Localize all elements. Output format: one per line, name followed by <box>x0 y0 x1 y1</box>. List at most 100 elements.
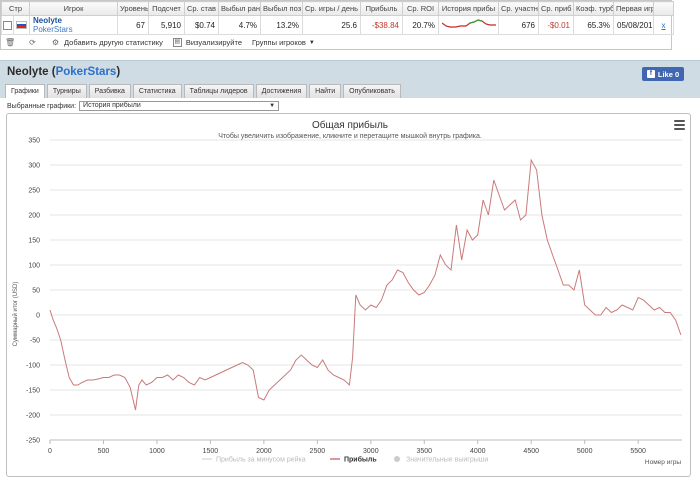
col-header-early-out[interactable]: Выбыл ран <box>218 1 261 16</box>
delete-button[interactable]: 🗑 <box>5 38 18 47</box>
player-groups-label: Группы игроков <box>252 38 306 47</box>
y-tick-label: 100 <box>28 263 40 270</box>
avg-profit-cell: -$0.01 <box>538 15 574 35</box>
russia-flag-icon <box>16 21 27 30</box>
legend-label: Прибыль <box>344 456 377 464</box>
early-out-cell: 4.7% <box>218 15 261 35</box>
x-tick-label: 500 <box>98 448 110 455</box>
player-name-link[interactable]: Neolyte <box>33 16 62 26</box>
y-tick-label: 350 <box>28 138 40 145</box>
y-tick-label: 200 <box>28 213 40 220</box>
y-tick-label: 0 <box>36 313 40 320</box>
chart-icon: ▤ <box>172 38 182 47</box>
add-stat-label: Добавить другую статистику <box>64 38 163 47</box>
col-header-player[interactable]: Игрок <box>29 1 118 16</box>
remove-cell[interactable]: x <box>653 15 674 35</box>
player-cell[interactable]: Neolyte PokerStars <box>29 15 118 35</box>
facebook-icon: f <box>646 70 655 78</box>
legend-label: Значительные выигрыши <box>406 457 488 464</box>
profit-cell: -$38.84 <box>360 15 403 35</box>
x-tick-label: 4000 <box>470 448 486 455</box>
col-header-first-game[interactable]: Первая игр <box>613 1 654 16</box>
menu-bar <box>674 128 685 130</box>
tab-breakdown[interactable]: Разбивка <box>88 84 131 98</box>
col-header-avg-stake[interactable]: Ср. став <box>184 1 219 16</box>
tab-graphs[interactable]: Графики <box>5 84 45 98</box>
x-tick-label: 1500 <box>203 448 219 455</box>
legend-marker <box>394 456 400 462</box>
x-tick-label: 5000 <box>577 448 593 455</box>
tab-publish[interactable]: Опубликовать <box>343 84 401 98</box>
remove-row-link[interactable]: x <box>661 20 666 30</box>
col-header-remove <box>653 1 674 16</box>
x-tick-label: 2500 <box>310 448 326 455</box>
chart-grid <box>50 139 682 441</box>
tab-statistics[interactable]: Статистика <box>132 84 182 98</box>
series-line-profit <box>49 158 682 411</box>
col-header-profit[interactable]: Прибыль <box>360 1 403 16</box>
col-header-late-out[interactable]: Выбыл поз <box>260 1 303 16</box>
player-stats-panel: Стр Игрок Уровень Подсчет Ср. став Выбыл… <box>0 0 674 50</box>
x-tick-label: 4500 <box>523 448 539 455</box>
graph-selector-row: Выбранные графики: История прибыли ▼ <box>7 101 280 111</box>
profit-history-cell <box>438 15 499 35</box>
col-header-avg-entrants[interactable]: Ср. участн <box>498 1 539 16</box>
col-header-roi[interactable]: Ср. ROI <box>402 1 439 16</box>
row-checkbox[interactable] <box>3 20 12 30</box>
x-tick-label: 0 <box>48 448 52 455</box>
x-tick-label: 3500 <box>416 448 432 455</box>
trash-icon: 🗑 <box>5 38 16 47</box>
level-cell: 67 <box>117 15 149 35</box>
profit-chart-panel[interactable]: -250 -200 -150 -100 -50 0 50 100 150 200 250 300 350… <box>6 113 691 477</box>
page-title-site[interactable]: PokerStars <box>55 66 117 78</box>
col-header-level[interactable]: Уровень <box>117 1 149 16</box>
sparkline-line-green <box>469 19 483 24</box>
col-header-turbo-ratio[interactable]: Коэф. турб <box>573 1 614 16</box>
x-axis-ticks: 0 500 1000 1500 2000 2500 3000 3500 4000 4500 5000… <box>48 440 646 455</box>
tab-leaderboards[interactable]: Таблицы лидеров <box>183 84 254 98</box>
settings-icon: ⚙ <box>51 38 60 47</box>
y-tick-label: 50 <box>32 288 40 295</box>
x-tick-label: 5500 <box>630 448 646 455</box>
tabs-bar: Графики Турниры Разбивка Статистика Табл… <box>0 84 700 98</box>
col-header-count[interactable]: Подсчет <box>148 1 185 16</box>
col-header-country[interactable]: Стр <box>1 1 30 16</box>
y-tick-label: 150 <box>28 238 40 245</box>
tab-achievements[interactable]: Достижения <box>255 84 308 98</box>
player-header: Neolyte (PokerStars) f Like 0 <box>0 60 700 84</box>
refresh-icon: ⟳ <box>29 38 36 47</box>
legend-label: Прибыль за минусом рейка <box>216 456 306 464</box>
visualize-button[interactable]: ▤ Визуализируйте <box>172 38 242 47</box>
tab-tournaments[interactable]: Турниры <box>46 84 87 98</box>
graph-select[interactable]: История прибыли ▼ <box>79 101 280 111</box>
x-axis-label: Номер игры <box>645 459 681 466</box>
avg-stake-cell: $0.74 <box>184 15 219 35</box>
row-select-cell[interactable] <box>1 15 14 35</box>
avg-entrants-cell: 676 <box>498 15 539 35</box>
chart-subtitle: Чтобы увеличить изображение, кликните и … <box>218 132 482 140</box>
col-header-games-per-day[interactable]: Ср. игры / день <box>302 1 361 16</box>
page-title-player: Neolyte <box>7 66 49 78</box>
col-header-profit-history[interactable]: История прибы <box>438 1 499 16</box>
add-stat-button[interactable]: ⚙ Добавить другую статистику <box>51 38 163 47</box>
tab-find[interactable]: Найти <box>309 84 342 98</box>
profit-chart[interactable]: -250 -200 -150 -100 -50 0 50 100 150 200 250 300 350… <box>7 114 691 477</box>
y-axis-label: Суммарный итог (USD) <box>12 282 19 347</box>
facebook-like-button[interactable]: f Like 0 <box>642 67 684 81</box>
player-stats-table: Стр Игрок Уровень Подсчет Ср. став Выбыл… <box>1 1 674 35</box>
y-axis-ticks: -250 -200 -150 -100 -50 0 50 100 150 200 250 300 350 <box>26 138 40 445</box>
y-tick-label: 300 <box>28 163 40 170</box>
x-tick-label: 3000 <box>363 448 379 455</box>
roi-cell: 20.7% <box>402 15 439 35</box>
x-tick-label: 2000 <box>256 448 272 455</box>
chart-title: Общая прибыль <box>312 119 388 131</box>
y-tick-label: -100 <box>26 363 40 370</box>
y-tick-label: 250 <box>28 188 40 195</box>
col-header-avg-profit[interactable]: Ср. приб <box>538 1 574 16</box>
player-groups-dropdown[interactable]: Группы игроков ▼ <box>252 38 315 47</box>
stats-header-row: Стр Игрок Уровень Подсчет Ср. став Выбыл… <box>1 1 674 16</box>
graph-select-value: История прибыли <box>83 102 141 109</box>
refresh-button[interactable]: ⟳ <box>28 38 41 47</box>
chart-menu-button[interactable] <box>674 120 685 130</box>
player-site-link[interactable]: PokerStars <box>33 25 73 34</box>
